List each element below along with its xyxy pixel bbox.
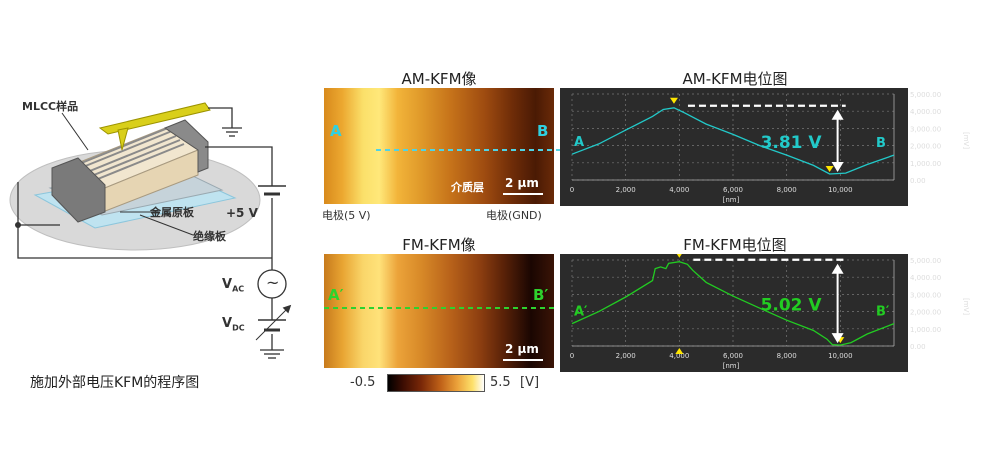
- colorbar: [387, 374, 485, 392]
- x-tick-label: 2,000: [616, 352, 636, 360]
- ground-symbol-top: [222, 127, 242, 137]
- x-axis-label: [nm]: [723, 362, 740, 370]
- start-point-label: A′: [574, 305, 588, 320]
- ground-symbol-bottom: [260, 349, 284, 359]
- vdc-sub: DC: [232, 323, 245, 333]
- vac-label: VAC: [222, 277, 244, 294]
- arrow-head-top: [831, 263, 844, 274]
- vac-main: V: [222, 277, 233, 292]
- vdc-main: V: [222, 316, 233, 331]
- y-tick-label: 5,000.00: [910, 91, 941, 99]
- x-tick-label: 4,000: [669, 352, 689, 360]
- start-point-label: A: [574, 135, 584, 150]
- cantilever-tip: [117, 127, 129, 151]
- circuit-wires: [17, 107, 273, 350]
- x-tick-label: 8,000: [777, 186, 797, 194]
- fm-point-a: A′: [328, 286, 344, 304]
- battery-symbol: [258, 185, 286, 196]
- x-tick-label: 4,000: [669, 186, 689, 194]
- y-axis-label: [mV]: [962, 132, 970, 149]
- min-marker: [825, 165, 834, 172]
- am-scale-text: 2 μm: [505, 176, 539, 190]
- fm-point-b: B′: [533, 286, 549, 304]
- y-tick-label: 1,000.00: [910, 160, 941, 168]
- colorbar-unit: [V]: [520, 375, 540, 390]
- voltage-label: +5 V: [226, 206, 258, 220]
- am-layer-label: 介质层: [451, 181, 484, 194]
- am-point-a: A: [330, 122, 342, 140]
- difference-annotation: 3.81 V: [761, 133, 823, 153]
- am-image-title: AM-KFM像: [401, 70, 477, 88]
- fm-scale-bar: [503, 359, 543, 361]
- metal-plate-label: 金属原板: [150, 206, 194, 219]
- wire-junction: [15, 222, 21, 228]
- am-kfm-image: [324, 88, 554, 204]
- x-tick-label: 8,000: [777, 352, 797, 360]
- label-leaders: [61, 112, 194, 236]
- potential-profile-line: [571, 107, 895, 175]
- am-chart-title: AM-KFM电位图: [682, 70, 788, 88]
- end-point-label: B: [876, 136, 886, 151]
- difference-annotation: 5.02 V: [761, 295, 823, 315]
- x-tick-label: 0: [570, 352, 574, 360]
- fm-image-title: FM-KFM像: [402, 236, 476, 254]
- y-axis-label: [mV]: [962, 298, 970, 315]
- cantilever: [98, 102, 211, 135]
- arrow-head-top: [831, 109, 844, 120]
- y-tick-label: 2,000.00: [910, 143, 941, 151]
- ac-source-symbol: [257, 269, 287, 299]
- y-tick-label: 3,000.00: [910, 291, 941, 299]
- max-marker: [669, 97, 678, 104]
- colorbar-max: 5.5: [490, 375, 511, 390]
- setup-schematic: [9, 102, 292, 359]
- vac-sub: AC: [232, 284, 245, 294]
- x-tick-label: 10,000: [828, 186, 853, 194]
- end-point-label: B′: [876, 305, 890, 320]
- y-tick-label: 5,000.00: [910, 257, 941, 265]
- left-electrode-label: 电极(5 V): [322, 209, 371, 222]
- x-axis-label: [nm]: [723, 196, 740, 204]
- right-electrode-label: 电极(GND): [486, 209, 542, 222]
- plot-panel: [560, 88, 908, 206]
- arrow-head-bottom: [831, 161, 844, 172]
- y-tick-label: 4,000.00: [910, 108, 941, 116]
- plot-panel: [560, 254, 908, 372]
- vdc-label: VDC: [222, 316, 245, 333]
- y-tick-label: 0.00: [910, 177, 926, 185]
- schematic-caption: 施加外部电压KFM的程序图: [30, 375, 200, 391]
- insulation-label: 绝缘板: [193, 230, 226, 243]
- y-tick-label: 0.00: [910, 343, 926, 351]
- y-tick-label: 2,000.00: [910, 309, 941, 317]
- fm-profile-line: [324, 307, 554, 309]
- fm-chart-title: FM-KFM电位图: [683, 236, 787, 254]
- y-tick-label: 3,000.00: [910, 125, 941, 133]
- x-tick-label: 6,000: [723, 352, 743, 360]
- arrow-head-bottom: [831, 333, 844, 344]
- mlcc-left-cap: [51, 157, 106, 223]
- y-tick-label: 4,000.00: [910, 274, 941, 282]
- y-tick-label: 1,000.00: [910, 326, 941, 334]
- x-tick-label: 6,000: [723, 186, 743, 194]
- mlcc-sample-label: MLCC样品: [22, 100, 79, 113]
- x-tick-label: 0: [570, 186, 574, 194]
- x-tick-label: 10,000: [828, 352, 853, 360]
- fm-scale-text: 2 μm: [505, 342, 539, 356]
- mlcc-right-cap: [163, 119, 209, 173]
- fm-potential-chart: 0.00 1,000.00 2,000.00 3,000.00 4,000.00 5,00…: [560, 254, 970, 372]
- fm-kfm-image: [324, 254, 554, 368]
- am-potential-chart: 0.00 1,000.00 2,000.00 3,000.00 4,000.00 5,00…: [560, 88, 970, 206]
- am-scale-bar: [503, 193, 543, 195]
- potential-profile-line: [571, 261, 895, 346]
- max-marker: [676, 254, 682, 258]
- colorbar-min: -0.5: [350, 375, 376, 390]
- dc-source-symbol: [255, 304, 292, 341]
- position-marker: [675, 348, 684, 354]
- am-point-b: B: [537, 122, 549, 140]
- ac-tilde: ~: [266, 273, 280, 292]
- x-tick-label: 2,000: [616, 186, 636, 194]
